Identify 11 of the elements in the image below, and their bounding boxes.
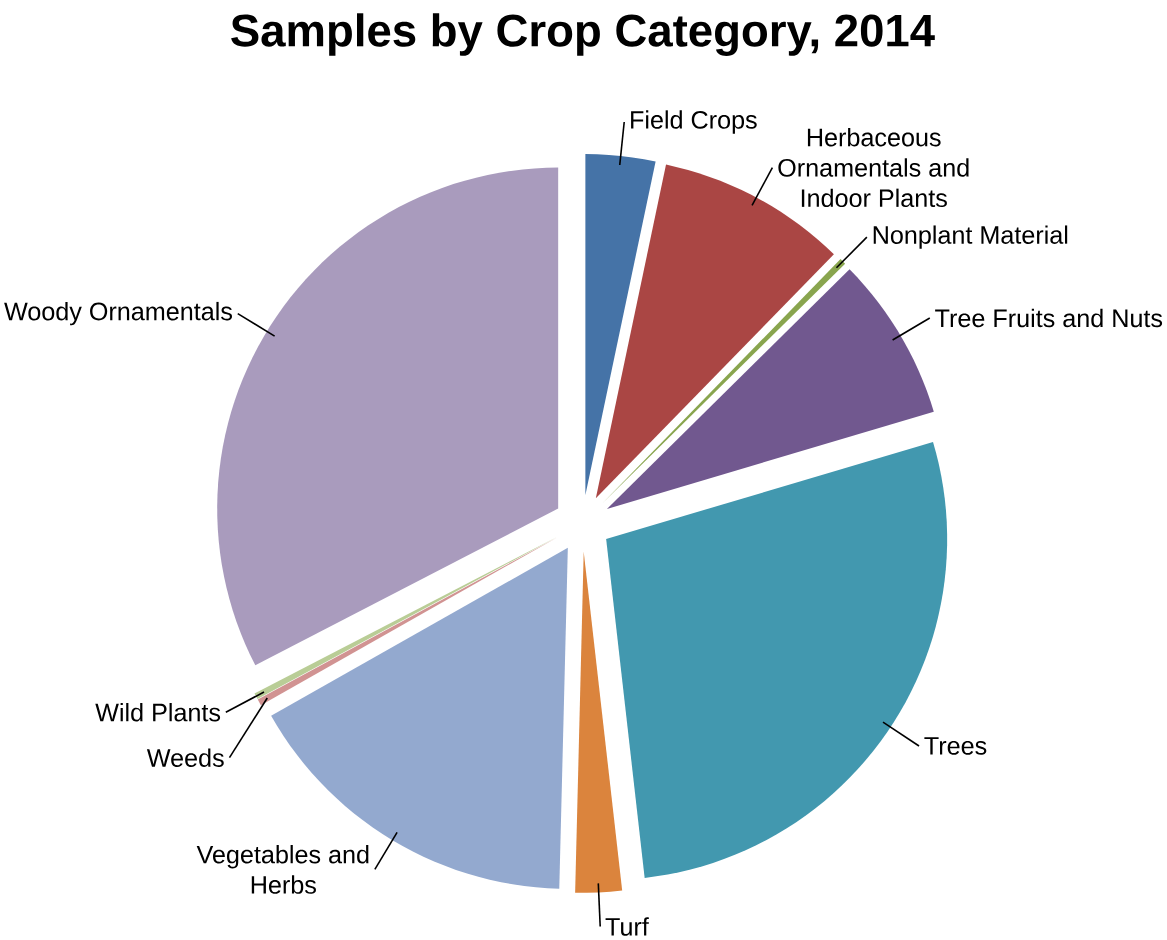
slice-label: Field Crops (631, 110, 757, 134)
chart-title: Samples by Crop Category, 2014 (231, 13, 935, 57)
slice-label: Herbaceous Ornamentals and Indoor Plants (778, 128, 969, 208)
slice-label: Nonplant Material (873, 225, 1068, 249)
slice-label: Woody Ornamentals (4, 302, 232, 326)
slice-label: Tree Fruits and Nuts (935, 308, 1163, 328)
slice-label: Vegetables and Herbs (196, 845, 369, 894)
slice-label: Trees (924, 737, 987, 755)
slice-label: Turf (605, 917, 649, 936)
slice-label: Weeds (146, 748, 224, 768)
slice-label: Wild Plants (95, 703, 221, 722)
